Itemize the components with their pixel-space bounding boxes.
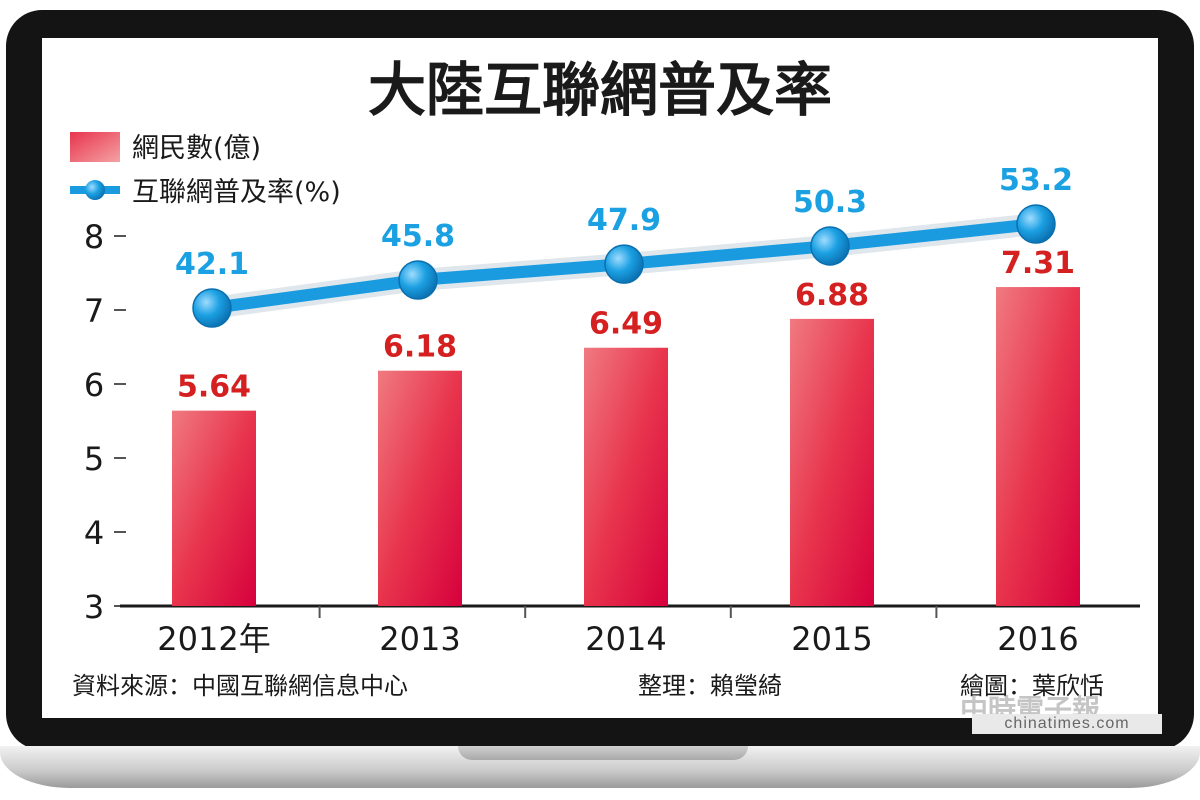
bar: [790, 318, 874, 606]
chart: 大陸互聯網普及率 網民數(億) 互聯網普及率(%) 3 4 5 6 7 8 2012年 201…: [70, 56, 1140, 700]
watermark-site: chinatimes.com: [972, 714, 1162, 734]
bar-value-label: 5.64: [177, 370, 251, 405]
y-tick-label: 4: [84, 514, 104, 552]
x-tick-label: 2013: [379, 620, 460, 658]
line-point: [604, 244, 644, 284]
chart-title: 大陸互聯網普及率: [368, 56, 832, 124]
x-tick-label: 2016: [997, 620, 1078, 658]
x-tick-label: 2015: [791, 620, 872, 658]
line-point: [1016, 204, 1056, 244]
bar-value-label: 6.18: [383, 330, 457, 365]
y-tick-label: 5: [84, 440, 104, 478]
y-tick-label: 6: [84, 366, 104, 404]
line-value-label: 42.1: [175, 247, 249, 282]
line-value-label: 50.3: [793, 185, 867, 220]
legend-swatch-dot: [85, 180, 105, 200]
artist-note: 繪圖：葉欣恬: [960, 672, 1104, 700]
line-value-label: 53.2: [999, 163, 1073, 198]
bar: [584, 347, 668, 606]
x-tick-label: 2014: [585, 620, 666, 658]
bar: [172, 410, 256, 606]
y-tick-label: 8: [84, 218, 104, 256]
line-point: [192, 288, 232, 328]
line-value-label: 47.9: [587, 203, 661, 238]
bar: [378, 370, 462, 606]
bar-value-label: 6.49: [589, 307, 663, 342]
compiler-note: 整理：賴瑩綺: [638, 672, 782, 700]
source-note: 資料來源：中國互聯網信息中心: [72, 672, 408, 700]
line-value-label: 45.8: [381, 219, 455, 254]
legend-label-line: 互聯網普及率(%): [132, 177, 341, 208]
line-point: [810, 226, 850, 266]
bar-value-label: 6.88: [795, 278, 869, 313]
line-point: [398, 260, 438, 300]
y-tick-label: 3: [84, 588, 104, 626]
y-tick-label: 7: [84, 292, 104, 330]
laptop-notch: [458, 746, 748, 760]
plot-area: 3 4 5 6 7 8 2012年 2013 2014 2015 2016 5.64 6.18 6.49 6…: [84, 163, 1140, 658]
chart-screen: 大陸互聯網普及率 網民數(億) 互聯網普及率(%) 3 4 5 6 7 8 2012年 201…: [42, 38, 1158, 718]
bar: [996, 287, 1080, 606]
bar-value-label: 7.31: [1001, 246, 1075, 281]
legend-label-bars: 網民數(億): [132, 133, 261, 164]
x-tick-label: 2012年: [157, 620, 270, 658]
legend-swatch-bars: [70, 132, 120, 162]
